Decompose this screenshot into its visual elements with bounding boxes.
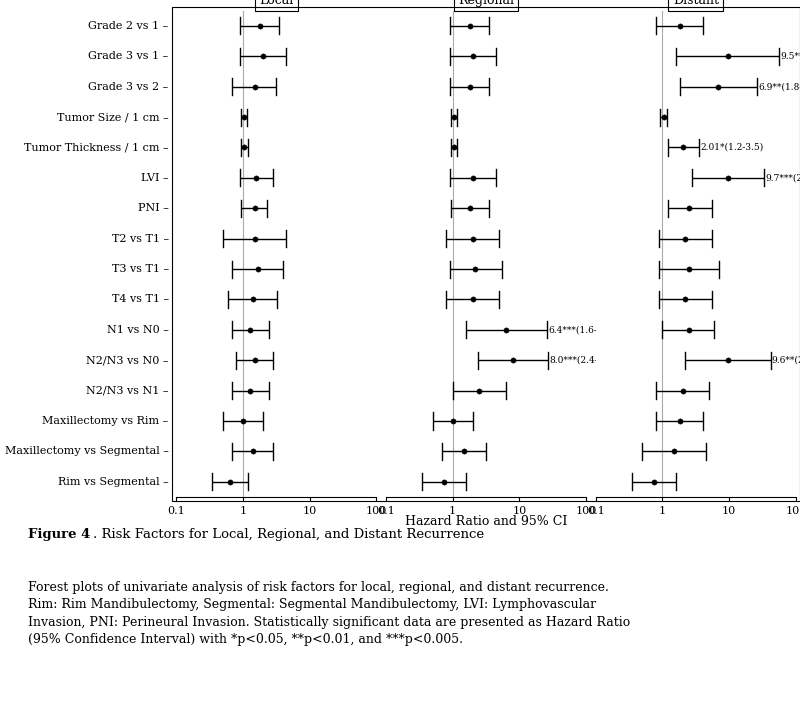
Text: T2 vs T1 –: T2 vs T1 –	[111, 234, 169, 244]
Text: Forest plots of univariate analysis of risk factors for local, regional, and dis: Forest plots of univariate analysis of r…	[28, 581, 630, 647]
Text: N1 vs N0 –: N1 vs N0 –	[106, 324, 169, 335]
Text: PNI –: PNI –	[138, 203, 169, 213]
Text: Grade 2 vs 1 –: Grade 2 vs 1 –	[88, 21, 169, 31]
Text: Figure 4: Figure 4	[28, 528, 90, 542]
Text: LVI –: LVI –	[141, 173, 169, 183]
Text: . Risk Factors for Local, Regional, and Distant Recurrence: . Risk Factors for Local, Regional, and …	[94, 528, 485, 542]
Text: Tumor Thickness / 1 cm –: Tumor Thickness / 1 cm –	[24, 143, 169, 153]
Text: Grade 3 vs 1 –: Grade 3 vs 1 –	[88, 51, 169, 61]
Text: N2/N3 vs N1 –: N2/N3 vs N1 –	[86, 386, 169, 395]
Text: 6.9**(1.8-26.4): 6.9**(1.8-26.4)	[758, 82, 800, 91]
Title: Distant: Distant	[673, 0, 719, 6]
Title: Regional: Regional	[458, 0, 514, 6]
Text: Rim vs Segmental –: Rim vs Segmental –	[58, 477, 169, 487]
Text: Tumor Size / 1 cm –: Tumor Size / 1 cm –	[57, 112, 169, 122]
Text: T4 vs T1 –: T4 vs T1 –	[111, 295, 169, 305]
Text: 9.7***(2.8-33.4): 9.7***(2.8-33.4)	[766, 173, 800, 182]
Text: 8.0***(2.4-26.7): 8.0***(2.4-26.7)	[549, 356, 622, 365]
Text: 6.4***(1.6-25.8): 6.4***(1.6-25.8)	[548, 325, 621, 334]
Text: 9.6**(2.2-41.5): 9.6**(2.2-41.5)	[772, 356, 800, 365]
Text: Grade 3 vs 2 –: Grade 3 vs 2 –	[88, 82, 169, 92]
Title: Local: Local	[259, 0, 294, 6]
Text: Hazard Ratio and 95% CI: Hazard Ratio and 95% CI	[405, 515, 567, 528]
Text: 9.5**(1.6-55.3): 9.5**(1.6-55.3)	[780, 52, 800, 61]
Text: Maxillectomy vs Rim –: Maxillectomy vs Rim –	[42, 416, 169, 426]
Text: Maxillectomy vs Segmental –: Maxillectomy vs Segmental –	[5, 447, 169, 457]
Text: 2.01*(1.2-3.5): 2.01*(1.2-3.5)	[700, 143, 763, 152]
Text: N2/N3 vs N0 –: N2/N3 vs N0 –	[86, 355, 169, 365]
Text: T3 vs T1 –: T3 vs T1 –	[111, 264, 169, 274]
